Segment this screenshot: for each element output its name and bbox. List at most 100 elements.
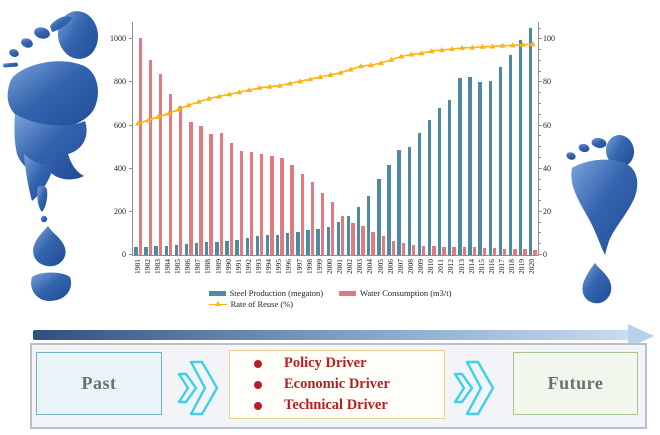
axis-tickmark — [538, 167, 542, 169]
chart-legend: Steel Production (megaton) Water Consump… — [95, 288, 565, 309]
axis-tick-label: 0 — [543, 250, 547, 259]
steel-bar — [518, 40, 523, 255]
x-axis-year-label: 1990 — [223, 259, 233, 274]
left-water-footprint-icon — [3, 11, 99, 302]
axis-minor-tickmark — [538, 221, 541, 223]
water-bar — [229, 142, 234, 255]
axis-tickmark — [129, 167, 133, 169]
bar-group-2012 — [447, 22, 457, 255]
axis-minor-tickmark — [538, 49, 541, 50]
legend-row-2: Rate of Reuse (%) — [208, 299, 294, 309]
axis-minor-tickmark — [538, 135, 541, 137]
axis-minor-tickmark — [538, 59, 541, 61]
future-label: Future — [547, 373, 604, 393]
axis-minor-tickmark — [538, 189, 541, 191]
bar-group-2011 — [437, 22, 447, 255]
x-axis-year-label: 1998 — [304, 259, 314, 274]
steel-bar — [326, 227, 330, 255]
axis-tick-label: 800 — [114, 77, 126, 87]
x-axis-year-label: 1999 — [314, 259, 324, 274]
bar-group-2003 — [356, 22, 366, 255]
water-bar — [411, 244, 416, 255]
bar-group-2006 — [386, 22, 396, 255]
x-axis-year-label: 1981 — [132, 259, 142, 274]
steel-bar — [275, 234, 280, 255]
axis-minor-tickmark — [538, 232, 541, 234]
water-bar — [381, 236, 385, 255]
axis-tick-label: 0 — [122, 250, 126, 259]
steel-bar — [306, 230, 310, 255]
water-bar — [442, 246, 446, 255]
steel-bar — [184, 243, 189, 255]
bar-group-1997 — [295, 22, 305, 255]
bar-group-1986 — [184, 22, 194, 255]
steel-bar — [164, 245, 168, 255]
bar-group-1989 — [214, 22, 224, 255]
x-axis-year-label: 2007 — [395, 259, 405, 274]
water-bar — [371, 232, 375, 255]
legend-label-rate: Rate of Reuse (%) — [230, 299, 294, 309]
steel-bar — [448, 99, 452, 255]
driver-label: Economic Driver — [284, 376, 390, 392]
water-bar — [249, 151, 254, 255]
axis-tick-label: 60 — [543, 120, 551, 130]
left-axis-ticks: 0 200 400 600 800 1000 — [95, 22, 130, 259]
steel-bar — [529, 27, 533, 255]
x-axis-year-label: 1985 — [173, 259, 183, 274]
axis-minor-tickmark — [538, 70, 541, 72]
x-axis-year-label: 2008 — [405, 259, 415, 274]
bar-group-2019 — [518, 22, 528, 255]
axis-tickmark — [538, 38, 542, 40]
steel-bar — [296, 231, 300, 255]
legend-item-water: Water Consumption (m3/t) — [339, 288, 451, 298]
water-bar — [239, 151, 244, 255]
x-axis-year-label: 1989 — [213, 259, 223, 274]
timeline-arrow-shaft — [33, 330, 630, 340]
water-bar — [401, 242, 406, 255]
bar-group-1985 — [174, 22, 184, 255]
chevron-right-icon — [177, 360, 219, 416]
water-bar — [158, 73, 163, 255]
steel-bar — [488, 80, 492, 255]
past-label: Past — [81, 373, 117, 393]
water-bar — [432, 246, 436, 255]
axis-tickmark — [538, 81, 542, 83]
water-bar — [482, 247, 487, 255]
water-bar — [351, 222, 355, 255]
bar-group-2008 — [406, 22, 416, 255]
axis-minor-tickmark — [538, 27, 541, 29]
bar-group-1982 — [143, 22, 153, 255]
steel-bar — [144, 247, 148, 255]
bar-group-1987 — [194, 22, 204, 255]
x-axis-year-label: 1997 — [294, 259, 304, 274]
steel-bar — [407, 147, 411, 255]
bar-group-2018 — [508, 22, 518, 255]
steel-water-chart: 0 200 400 600 800 1000 0 20 40 60 80 100 1981 1982 1… — [95, 10, 565, 310]
steel-bar — [205, 242, 209, 255]
right-water-footprint-icon — [566, 135, 638, 304]
x-axis-year-label: 2015 — [476, 259, 486, 274]
x-axis-year-label: 1993 — [254, 259, 264, 274]
bar-group-2007 — [396, 22, 406, 255]
water-bar — [270, 155, 274, 255]
bar-group-2001 — [336, 22, 346, 255]
steel-bar — [235, 239, 239, 255]
chart-plot-area — [129, 22, 542, 256]
bar-group-1992 — [244, 22, 254, 255]
steel-bar — [255, 235, 260, 255]
axis-minor-tickmark — [538, 243, 541, 245]
steel-bar — [265, 234, 270, 255]
x-axis-year-label: 2010 — [426, 259, 436, 274]
water-swatch-icon — [339, 290, 357, 296]
steel-bar — [336, 222, 341, 255]
legend-label-water: Water Consumption (m3/t) — [360, 288, 452, 298]
water-bar — [492, 248, 497, 255]
water-bar — [260, 153, 264, 255]
legend-item-rate: Rate of Reuse (%) — [208, 299, 294, 309]
bar-group-1988 — [204, 22, 214, 255]
x-axis-year-label: 1987 — [193, 259, 203, 274]
water-bar — [179, 106, 183, 255]
legend-row-1: Steel Production (megaton) Water Consump… — [208, 288, 451, 298]
bullet-icon — [254, 380, 262, 389]
water-bar — [300, 173, 304, 255]
